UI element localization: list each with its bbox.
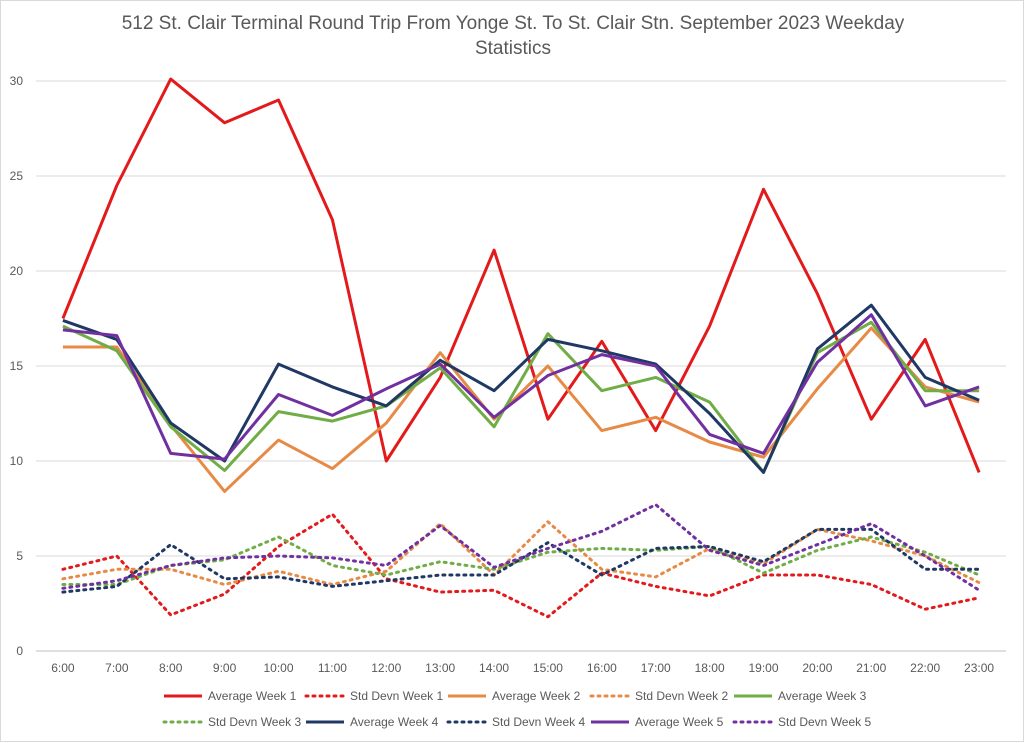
x-tick-label: 7:00	[105, 661, 129, 675]
x-tick-label: 21:00	[856, 661, 886, 675]
legend-label-average-week-4: Average Week 4	[350, 715, 439, 729]
x-tick-label: 18:00	[695, 661, 725, 675]
legend-label-std-devn-week-5: Std Devn Week 5	[778, 715, 871, 729]
x-tick-label: 13:00	[425, 661, 455, 675]
x-tick-label: 10:00	[263, 661, 293, 675]
y-tick-label: 5	[16, 549, 23, 563]
x-tick-label: 16:00	[587, 661, 617, 675]
y-tick-label: 0	[16, 644, 23, 658]
x-tick-label: 14:00	[479, 661, 509, 675]
chart-title-line-1: 512 St. Clair Terminal Round Trip From Y…	[121, 13, 905, 34]
y-tick-label: 15	[10, 359, 24, 373]
x-tick-label: 23:00	[964, 661, 994, 675]
chart-title: 512 St. Clair Terminal Round Trip From Y…	[1, 11, 1024, 61]
legend-label-std-devn-week-4: Std Devn Week 4	[492, 715, 585, 729]
legend-label-average-week-2: Average Week 2	[492, 689, 581, 703]
series-line-std-devn-week-3	[61, 535, 981, 586]
x-tick-label: 8:00	[159, 661, 183, 675]
chart-title-line-2: Statistics	[474, 38, 552, 59]
x-tick-label: 22:00	[910, 661, 940, 675]
legend-label-average-week-3: Average Week 3	[778, 689, 867, 703]
x-tick-label: 6:00	[51, 661, 75, 675]
legend-label-std-devn-week-2: Std Devn Week 2	[635, 689, 728, 703]
x-tick-label: 19:00	[748, 661, 778, 675]
y-tick-label: 10	[10, 454, 24, 468]
series-line-std-devn-week-2	[61, 520, 981, 586]
series-line-average-week-3	[62, 320, 980, 474]
legend-label-average-week-1: Average Week 1	[208, 689, 297, 703]
series-line-average-week-1	[61, 77, 981, 473]
y-tick-label: 25	[10, 169, 24, 183]
x-tick-label: 20:00	[802, 661, 832, 675]
x-tick-label: 12:00	[371, 661, 401, 675]
series-line-average-week-4	[62, 303, 980, 474]
series-line-average-week-2	[62, 326, 980, 493]
x-tick-label: 9:00	[213, 661, 237, 675]
legend-label-std-devn-week-1: Std Devn Week 1	[350, 689, 443, 703]
x-tick-label: 11:00	[318, 661, 347, 675]
y-tick-label: 30	[10, 74, 24, 88]
legend-label-average-week-5: Average Week 5	[635, 715, 724, 729]
x-tick-label: 15:00	[533, 661, 563, 675]
series-line-std-devn-week-1	[61, 512, 981, 619]
y-tick-label: 20	[10, 264, 24, 278]
series-line-average-week-5	[62, 313, 980, 461]
series-line-std-devn-week-5	[61, 503, 981, 592]
x-tick-label: 17:00	[641, 661, 671, 675]
legend-label-std-devn-week-3: Std Devn Week 3	[208, 715, 301, 729]
